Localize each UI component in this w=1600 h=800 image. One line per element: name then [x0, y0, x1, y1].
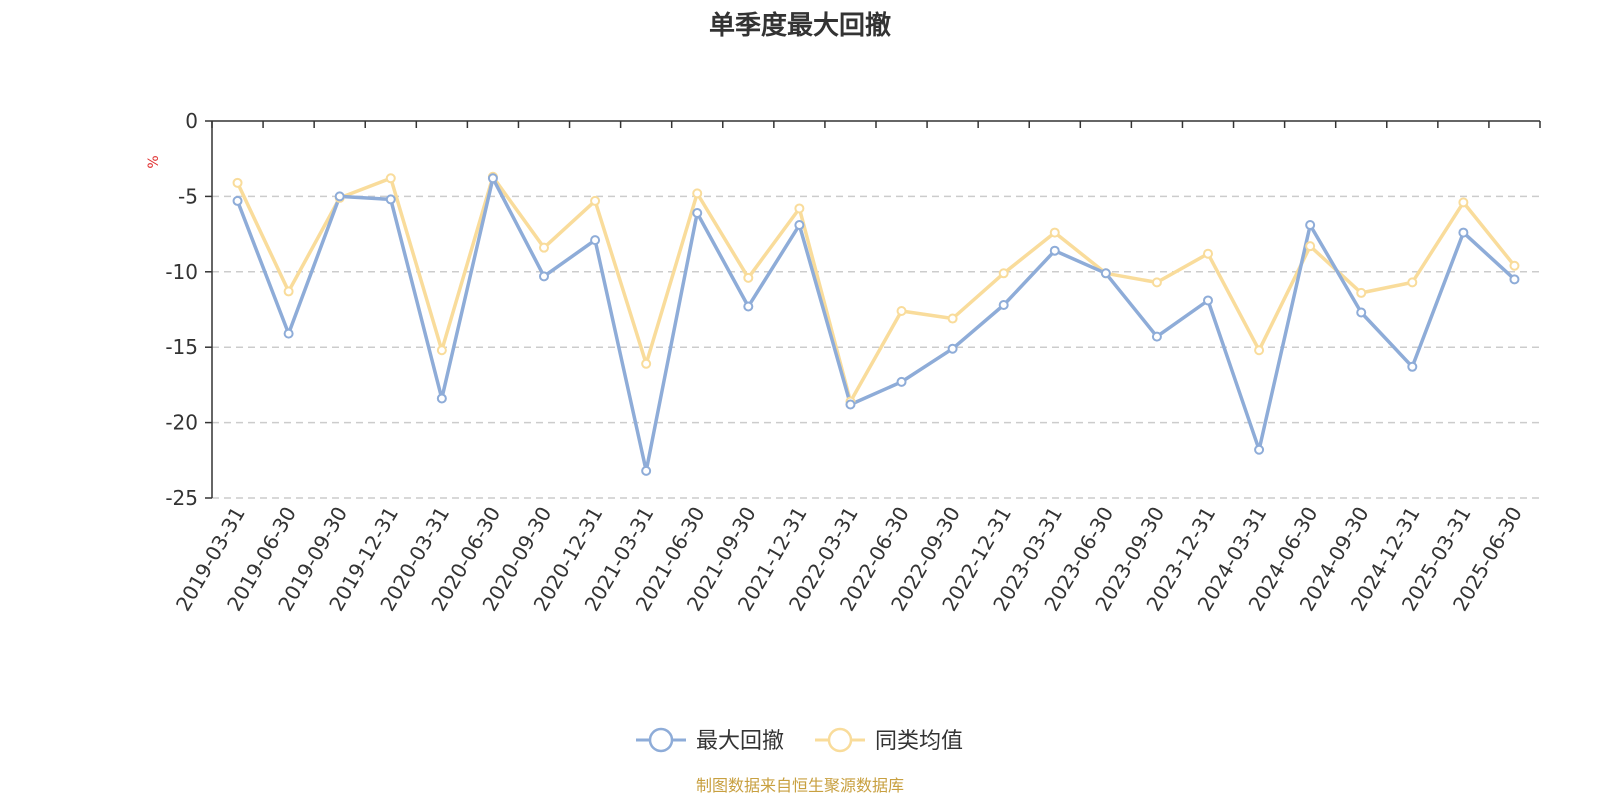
data-point	[1458, 197, 1469, 208]
data-point	[1203, 295, 1213, 306]
data-point	[1305, 241, 1316, 252]
data-point	[1151, 331, 1162, 342]
data-point	[947, 343, 958, 354]
data-point	[232, 195, 243, 206]
data-point	[1203, 248, 1213, 259]
y-tick-label: 0	[185, 109, 198, 133]
data-point	[1407, 277, 1418, 288]
data-point	[845, 399, 856, 410]
data-point	[692, 188, 703, 199]
y-tick-label: -20	[165, 411, 198, 435]
series-lines	[235, 175, 1516, 473]
data-point	[1254, 444, 1265, 455]
data-points	[232, 171, 1520, 476]
data-point	[1100, 268, 1111, 279]
data-point	[436, 345, 447, 356]
data-point	[436, 393, 447, 404]
data-point	[692, 207, 703, 218]
data-point	[1356, 307, 1367, 318]
data-point	[1049, 245, 1060, 256]
data-point	[641, 358, 652, 369]
source-note: 制图数据来自恒生聚源数据库	[696, 776, 904, 795]
data-point	[947, 313, 958, 324]
legend-item[interactable]: 最大回撤	[636, 727, 784, 754]
data-point	[896, 376, 907, 387]
data-point	[1458, 227, 1469, 238]
data-point	[487, 173, 498, 184]
data-point	[1356, 287, 1367, 298]
data-point	[539, 242, 549, 253]
data-point	[1049, 227, 1060, 238]
legend-circle-icon	[827, 727, 853, 753]
legend-label: 最大回撤	[696, 729, 784, 754]
data-point	[998, 299, 1009, 310]
legend[interactable]: 最大回撤 同类均值	[636, 727, 963, 754]
data-point	[998, 268, 1009, 279]
data-point	[590, 195, 601, 206]
data-point	[1407, 361, 1418, 372]
data-point	[539, 271, 549, 282]
legend-circle-icon	[648, 727, 674, 753]
data-point	[896, 306, 907, 317]
series-line	[235, 175, 1516, 404]
data-point	[1509, 260, 1520, 271]
chart-title: 单季度最大回撤	[709, 10, 891, 41]
data-point	[385, 194, 396, 205]
legend-item[interactable]: 同类均值	[815, 727, 963, 754]
data-point	[232, 177, 243, 188]
y-axis-unit-label: %	[146, 155, 162, 168]
data-point	[283, 286, 294, 297]
data-point	[794, 203, 805, 214]
grid-lines	[212, 195, 1540, 499]
y-tick-label: -15	[165, 335, 198, 359]
data-point	[743, 272, 754, 283]
data-point	[1254, 345, 1265, 356]
data-point	[1151, 277, 1162, 288]
data-point	[283, 328, 294, 339]
y-tick-label: -10	[165, 260, 198, 284]
data-point	[334, 191, 345, 202]
data-point	[794, 220, 805, 231]
y-tick-label: -25	[165, 486, 198, 510]
data-point	[385, 173, 396, 184]
data-point	[641, 465, 652, 476]
data-point	[1305, 220, 1316, 231]
data-point	[743, 301, 754, 312]
y-tick-label: -5	[178, 184, 198, 208]
data-point	[1509, 274, 1520, 285]
legend-label: 同类均值	[875, 729, 963, 754]
data-point	[590, 235, 601, 246]
series-line	[235, 176, 1516, 473]
